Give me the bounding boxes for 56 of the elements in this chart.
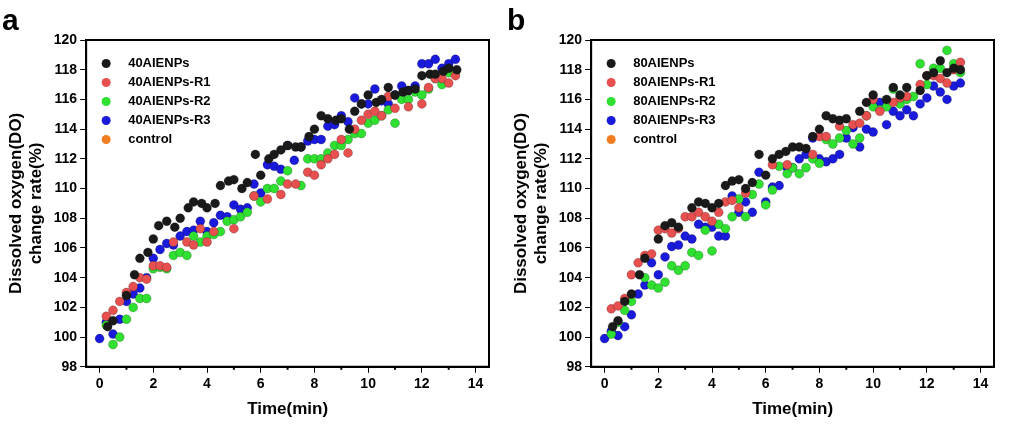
y-tick-label: 100 (558, 327, 583, 344)
legend-label: 40AIENPs-R1 (128, 74, 211, 90)
y-axis-title: Dissolved oxygen(DO) change rate(%) (5, 112, 46, 295)
x-tick-label: 12 (919, 375, 935, 392)
x-axis-title: Time(min) (247, 399, 329, 419)
y-tick-label: 104 (53, 268, 78, 285)
x-tick-label: 2 (654, 375, 663, 392)
chart-title: b (507, 3, 526, 37)
x-tick-label: 6 (256, 375, 265, 392)
legend-label: 40AIENPs-R3 (128, 112, 211, 128)
legend-label: 80AIENPs-R1 (633, 74, 716, 90)
y-tick-label: 120 (53, 30, 78, 47)
x-tick-label: 4 (708, 375, 717, 392)
y-tick-label: 116 (559, 90, 583, 107)
x-tick-label: 12 (414, 375, 430, 392)
x-axis-title: Time(min) (752, 399, 834, 419)
y-tick-label: 98 (566, 357, 583, 374)
y-tick-label: 118 (559, 60, 583, 77)
legend-label: 40AIENPs (128, 55, 190, 71)
x-tick-label: 10 (360, 375, 377, 392)
x-tick-label: 10 (865, 375, 882, 392)
y-tick-label: 108 (53, 209, 78, 226)
y-tick-label: 106 (558, 238, 583, 255)
legend-label: control (128, 131, 173, 147)
y-tick-label: 116 (54, 90, 78, 107)
y-tick-label: 118 (54, 60, 78, 77)
y-tick-label: 102 (558, 298, 583, 315)
x-tick-label: 14 (467, 375, 484, 392)
y-tick-label: 114 (54, 119, 78, 136)
x-tick-label: 0 (95, 375, 104, 392)
legend-label: 80AIENPs (633, 55, 695, 71)
y-tick-label: 106 (53, 238, 78, 255)
y-tick-label: 100 (53, 327, 78, 344)
x-tick-label: 0 (600, 375, 609, 392)
y-tick-label: 120 (558, 30, 583, 47)
legend-label: control (633, 131, 678, 147)
x-tick-label: 14 (972, 375, 989, 392)
y-tick-label: 102 (53, 298, 78, 315)
x-tick-label: 2 (149, 375, 158, 392)
y-tick-label: 98 (61, 357, 78, 374)
chart-title: a (2, 3, 19, 37)
x-tick-label: 8 (815, 375, 824, 392)
y-tick-label: 112 (54, 149, 78, 166)
x-tick-label: 4 (203, 375, 212, 392)
x-tick-label: 8 (310, 375, 319, 392)
y-tick-label: 110 (54, 179, 78, 196)
legend-label: 40AIENPs-R2 (128, 93, 211, 109)
x-tick-label: 6 (761, 375, 770, 392)
y-tick-label: 110 (559, 179, 583, 196)
y-tick-label: 104 (558, 268, 583, 285)
y-tick-label: 112 (559, 149, 583, 166)
legend-label: 80AIENPs-R3 (633, 112, 716, 128)
legend-label: 80AIENPs-R2 (633, 93, 716, 109)
y-tick-label: 108 (558, 209, 583, 226)
y-tick-label: 114 (559, 119, 583, 136)
y-axis-title: Dissolved oxygen(DO) change rate(%) (510, 112, 551, 295)
